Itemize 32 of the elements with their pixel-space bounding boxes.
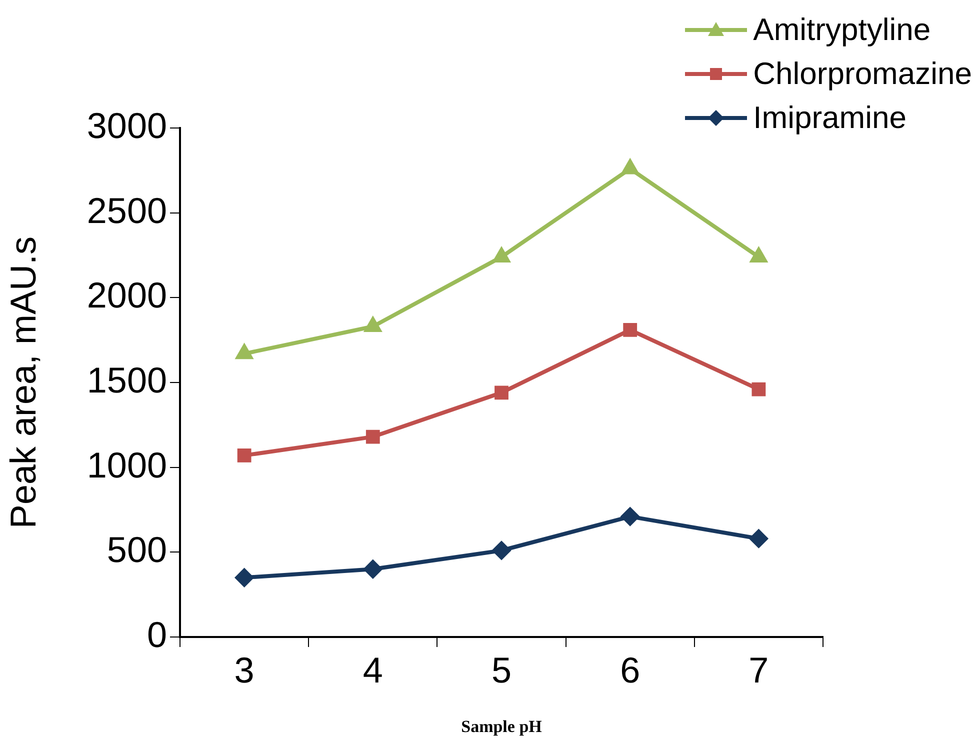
- point: [235, 568, 254, 587]
- legend-label: Imipramine: [753, 100, 906, 136]
- x-tick-label: 4: [362, 650, 383, 691]
- point: [750, 530, 768, 548]
- y-tick-label: 2000: [86, 274, 167, 316]
- point: [494, 386, 508, 400]
- y-axis-title: Peak area, mAU.s: [2, 236, 44, 529]
- point: [492, 541, 510, 560]
- x-tick-label: 7: [748, 650, 769, 691]
- x-tick-label: 6: [620, 650, 640, 691]
- point: [366, 430, 380, 444]
- y-tick-label: 1500: [86, 359, 167, 400]
- legend-label: Amitryptyline: [753, 12, 931, 48]
- point: [236, 344, 252, 360]
- point: [623, 322, 638, 337]
- y-tick-label: 3000: [86, 104, 167, 146]
- point: [493, 248, 510, 262]
- point: [621, 508, 640, 526]
- y-tick-label: 0: [146, 614, 167, 655]
- y-tick-label: 1000: [86, 444, 167, 486]
- point: [750, 248, 767, 262]
- y-tick-label: 2500: [86, 190, 167, 231]
- point: [622, 160, 638, 174]
- point: [752, 382, 766, 396]
- point: [364, 560, 382, 578]
- point: [364, 318, 381, 332]
- x-axis-title: Sample pH: [461, 717, 542, 736]
- y-tick-label: 500: [106, 529, 167, 570]
- x-tick-label: 5: [491, 650, 512, 691]
- point: [237, 448, 252, 462]
- legend-label: Chlorpromazine: [753, 56, 972, 92]
- x-tick-label: 3: [234, 650, 254, 691]
